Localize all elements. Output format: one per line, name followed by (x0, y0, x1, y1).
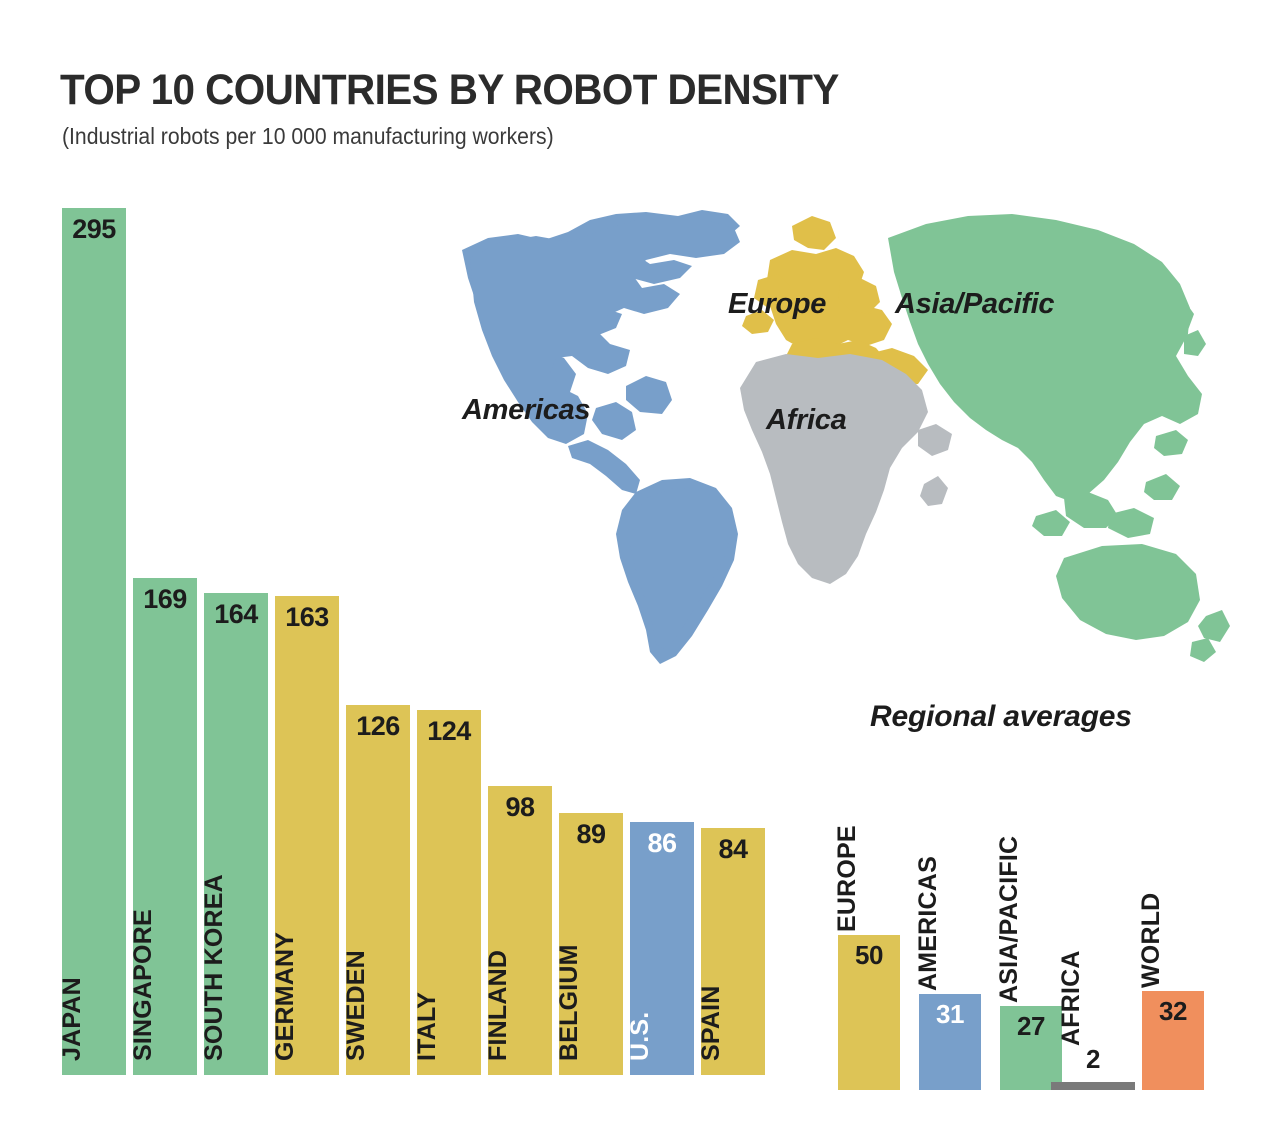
bar-value-spain: 84 (718, 834, 748, 864)
rbar-value-world: 32 (1159, 996, 1187, 1026)
bar-value-belgium: 89 (576, 819, 606, 849)
map-label-americas: Americas (462, 394, 591, 426)
bar-label-spain: SPAIN (697, 985, 725, 1061)
bar-belgium[interactable]: 89 BELGIUM (555, 813, 623, 1075)
bar-spain[interactable]: 84 SPAIN (697, 828, 765, 1075)
bar-value-singapore: 169 (143, 584, 187, 614)
bar-label-italy: ITALY (413, 991, 441, 1061)
world-map-svg (462, 210, 1230, 664)
bar-value-germany: 163 (285, 602, 329, 632)
rbar-world[interactable]: 32 WORLD (1137, 893, 1204, 1090)
regional-averages-title: Regional averages (870, 700, 1132, 733)
rbar-label-world: WORLD (1137, 892, 1165, 988)
rbar-americas[interactable]: 31 AMERICAS (914, 856, 981, 1090)
rbar-label-americas: AMERICAS (914, 856, 942, 991)
top10-bar-chart: 295 JAPAN 169 SINGAPORE 164 SOUTH KOREA … (58, 208, 765, 1075)
bar-label-japan: JAPAN (58, 977, 86, 1061)
page-title: TOP 10 COUNTRIES BY ROBOT DENSITY (60, 66, 839, 114)
bar-singapore[interactable]: 169 SINGAPORE (129, 578, 197, 1075)
bar-label-south-korea: SOUTH KOREA (200, 874, 228, 1061)
rbar-value-asia-pacific: 27 (1017, 1011, 1045, 1041)
page-subtitle: (Industrial robots per 10 000 manufactur… (62, 123, 554, 149)
rbar-label-asia-pacific: ASIA/PACIFIC (995, 835, 1023, 1003)
regional-averages-chart: Regional averages 50 EUROPE 31 AMERICAS … (830, 690, 1250, 1090)
bar-value-japan: 295 (72, 214, 116, 244)
rbar-africa[interactable]: 2 AFRICA (1051, 950, 1135, 1090)
bar-sweden[interactable]: 126 SWEDEN (342, 705, 410, 1075)
rbar-label-europe: EUROPE (833, 825, 861, 932)
map-region-americas (462, 210, 740, 664)
rbar-asia-pacific[interactable]: 27 ASIA/PACIFIC (995, 836, 1062, 1090)
bar-label-finland: FINLAND (484, 949, 512, 1061)
bar-value-finland: 98 (505, 792, 535, 822)
world-map: Americas Europe Asia/Pacific Africa (440, 198, 1230, 668)
bar-value-south-korea: 164 (214, 599, 258, 629)
map-label-asia-pacific: Asia/Pacific (895, 288, 1055, 320)
map-region-asia-pacific (888, 214, 1230, 662)
rbar-europe[interactable]: 50 EUROPE (833, 825, 900, 1090)
bar-italy[interactable]: 124 ITALY (413, 710, 481, 1075)
bar-south-korea[interactable]: 164 SOUTH KOREA (200, 593, 268, 1075)
map-label-europe: Europe (728, 288, 827, 320)
rbar-value-africa: 2 (1086, 1044, 1100, 1074)
bar-value-italy: 124 (427, 716, 471, 746)
bar-label-singapore: SINGAPORE (129, 909, 157, 1061)
bar-finland[interactable]: 98 FINLAND (484, 786, 552, 1075)
bar-us[interactable]: 86 U.S. (626, 822, 694, 1075)
rbar-value-europe: 50 (855, 940, 883, 970)
bar-germany[interactable]: 163 GERMANY (271, 596, 339, 1075)
rbar-label-africa: AFRICA (1057, 950, 1085, 1046)
map-label-africa: Africa (766, 404, 847, 436)
map-region-africa (740, 354, 952, 584)
bar-label-germany: GERMANY (271, 931, 299, 1061)
bar-value-us: 86 (647, 828, 677, 858)
bar-label-sweden: SWEDEN (342, 950, 370, 1061)
bar-value-sweden: 126 (356, 711, 400, 741)
bar-label-belgium: BELGIUM (555, 944, 583, 1061)
bar-japan[interactable]: 295 JAPAN (58, 208, 126, 1075)
bar-label-us: U.S. (626, 1011, 654, 1061)
rbar-value-americas: 31 (936, 999, 964, 1029)
